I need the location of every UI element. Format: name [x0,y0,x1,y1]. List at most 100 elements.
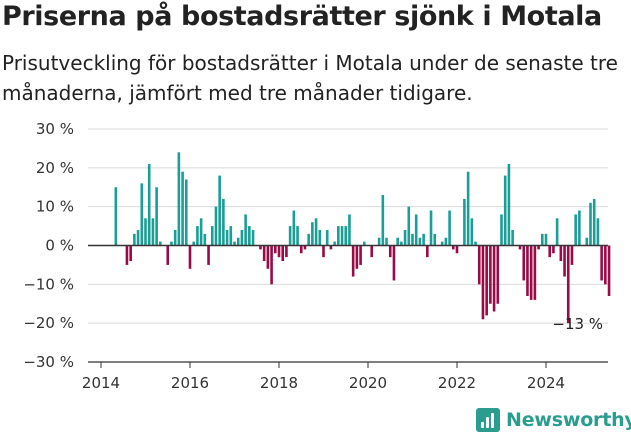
bar [266,245,270,269]
bar [451,245,455,250]
bar [485,245,488,316]
bars [88,152,611,324]
bar [259,245,262,250]
bar [303,245,307,250]
bar [529,245,533,300]
bar [396,237,399,246]
bar [426,245,429,258]
bar [470,218,474,246]
bar [503,175,507,246]
bar [277,245,281,258]
bar [377,237,381,246]
y-tick-label: 30 % [36,120,74,138]
bar [351,245,355,277]
bar [248,226,251,246]
bar [199,218,203,246]
bar [544,233,548,246]
bar [262,245,266,262]
bar [337,226,340,246]
bar [166,245,170,265]
bar [188,245,192,269]
page-title: Priserna på bostadsrätter sjönk i Motala [2,1,602,32]
bar [240,229,244,246]
bar [381,195,385,246]
bar [444,237,448,246]
bar [596,218,600,246]
bar [281,245,285,262]
bar [273,245,277,254]
y-tick-label: −20 % [23,314,74,332]
bar [403,229,407,246]
bar [292,210,296,246]
bar [422,233,425,246]
y-tick-label: −30 % [23,353,74,371]
brand-name: Newsworthy [506,409,631,431]
bar [344,226,348,246]
bar [552,245,555,254]
bar [507,163,511,246]
bar [177,152,181,246]
bar [607,245,611,296]
x-tick-label: 2020 [349,374,387,392]
bar [362,241,366,246]
bar [207,245,210,265]
bar [288,226,292,246]
bar [574,214,577,246]
bar [392,245,396,281]
bar [181,171,184,246]
bar [370,245,374,258]
bar [155,187,158,246]
bar [414,214,418,246]
bar [555,218,559,246]
bar [559,245,563,262]
bar [592,198,596,246]
bar [225,229,229,246]
bar [151,218,155,246]
bar [463,198,466,246]
bar [578,210,581,246]
bar [333,241,336,246]
bar [299,245,303,254]
bar [563,245,566,277]
bar [348,214,351,246]
newsworthy-logo-icon [476,408,500,432]
bar [500,214,503,246]
bar [481,245,485,320]
bar [474,241,477,246]
y-axis: 30 % 20 % 10 % 0 % −10 % −20 % −30 % [23,120,74,371]
bar [140,183,144,246]
bar [418,237,422,246]
bar [570,245,574,265]
bar [136,229,140,246]
brand: Newsworthy [476,407,631,433]
x-tick-label: 2022 [438,374,476,392]
bar [144,218,147,246]
bar [511,229,514,246]
bar [285,245,288,258]
bar [340,226,344,246]
bar [129,245,132,262]
bar [322,245,325,258]
bar [210,226,214,246]
bar [184,179,188,246]
bar [192,241,196,246]
annotation-label: −13 % [552,315,603,333]
bar [585,237,589,246]
bar [466,171,470,246]
bar [133,233,136,246]
bar [548,245,552,258]
bar [222,198,225,246]
bar [526,245,529,296]
y-tick-label: 10 % [36,198,74,216]
bar [455,245,459,254]
bar [477,245,481,285]
bar [359,245,362,265]
bar [411,233,414,246]
bar [385,237,388,246]
bar [433,233,437,246]
bar [233,241,236,246]
page-subtitle: Prisutveckling för bostadsrätter i Motal… [2,51,618,105]
bar [125,245,129,265]
bar [147,163,151,246]
